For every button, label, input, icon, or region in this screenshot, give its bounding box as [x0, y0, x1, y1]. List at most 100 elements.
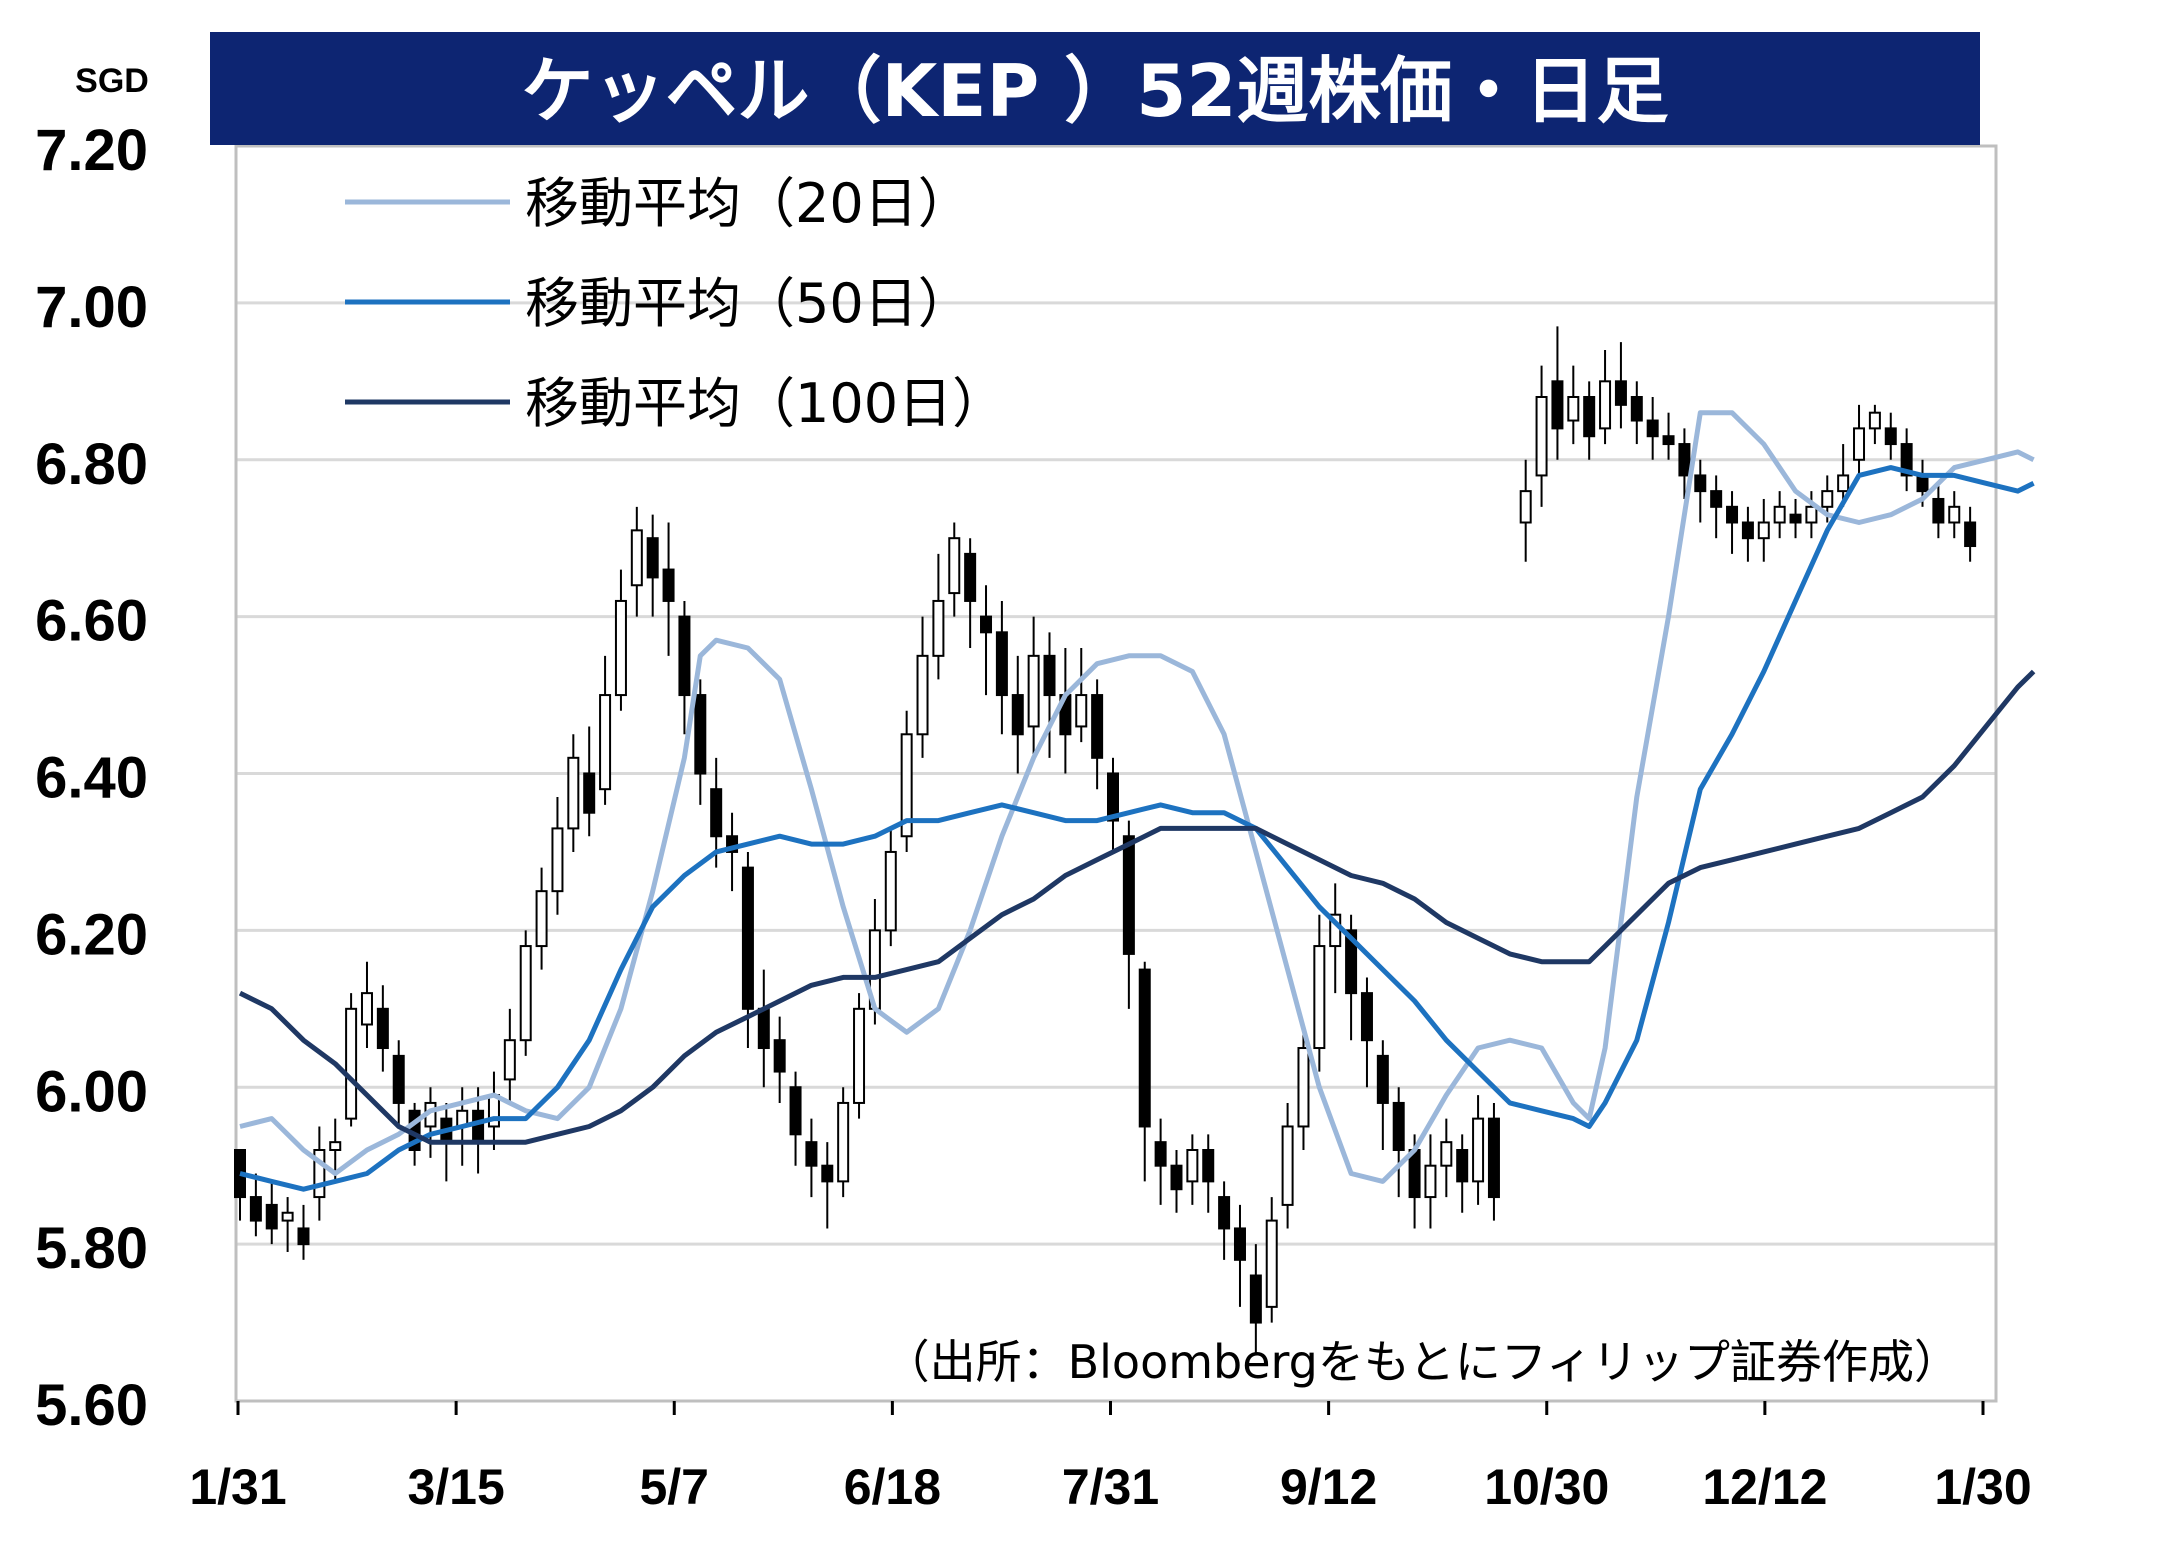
candle-body: [1281, 1125, 1294, 1206]
candle-body: [1091, 694, 1104, 759]
candle-body: [1821, 490, 1834, 508]
candle-body: [1075, 694, 1088, 728]
candle-body: [757, 1007, 770, 1050]
candle-body: [837, 1101, 850, 1183]
candle-body: [1567, 396, 1580, 422]
candle-body: [1757, 521, 1770, 540]
candle-body: [1741, 521, 1754, 540]
candle-body: [1202, 1149, 1215, 1183]
ma-line-ma50: [239, 465, 2035, 1192]
x-tick-label: 6/18: [844, 1459, 941, 1515]
candle-body: [980, 615, 993, 634]
title-banner: [210, 32, 1980, 145]
candle-body: [1662, 435, 1675, 446]
y-tick-labels: 7.20 7.00 6.80 6.60 6.40 6.20 6.00 5.80 5.60: [35, 118, 148, 1438]
candle-body: [1011, 694, 1024, 736]
candle-body: [360, 992, 373, 1026]
candle-body: [614, 599, 627, 697]
candle-body: [313, 1149, 326, 1199]
y-tick-label: 5.60: [35, 1373, 148, 1438]
x-tick-label: 3/15: [407, 1459, 504, 1515]
candle-body: [789, 1086, 802, 1136]
candle-body: [1360, 992, 1373, 1042]
y-tick-label: 7.20: [35, 118, 148, 183]
candle-body: [297, 1227, 310, 1246]
candle-body: [1265, 1219, 1278, 1308]
candle-body: [1122, 835, 1135, 955]
y-tick-label: 6.40: [35, 746, 148, 811]
candle-body: [1551, 380, 1564, 430]
candle-body: [249, 1196, 262, 1222]
candle-body: [1456, 1149, 1469, 1183]
candle-body: [1630, 396, 1643, 422]
candle-body: [694, 694, 707, 775]
candle-body: [741, 866, 754, 1010]
candle-body: [265, 1203, 278, 1230]
candle-body: [726, 835, 739, 853]
candle-body: [1027, 654, 1040, 728]
legend: 移動平均（20日） 移動平均（50日） 移動平均（100日）: [345, 172, 1006, 435]
x-tick-label: 5/7: [639, 1459, 709, 1515]
candle-body: [1884, 427, 1897, 446]
candle-body: [1186, 1149, 1199, 1183]
candle-body: [1107, 772, 1119, 822]
y-tick-label: 6.80: [35, 432, 148, 497]
candle-body: [630, 529, 643, 587]
y-tick-label: 6.60: [35, 589, 148, 654]
candle-body: [1440, 1141, 1453, 1167]
candle-body: [329, 1141, 342, 1151]
candle-body: [1154, 1141, 1167, 1167]
moving-average-lines: [238, 410, 2036, 1192]
candle-body: [1519, 490, 1532, 524]
candle-body: [900, 733, 913, 838]
candle-body: [1789, 513, 1802, 524]
candle-body: [964, 552, 977, 602]
y-axis-unit: SGD: [75, 62, 149, 100]
grid-lines: [236, 301, 1996, 1246]
y-tick-label: 6.00: [35, 1059, 148, 1124]
y-tick-label: 6.20: [35, 902, 148, 967]
candle-body: [1345, 929, 1358, 995]
candle-body: [1694, 474, 1707, 493]
x-tick-label: 9/12: [1280, 1459, 1377, 1515]
legend-label: 移動平均（20日）: [525, 172, 972, 235]
candle-body: [535, 890, 548, 948]
candle-body: [376, 1007, 389, 1050]
candle-body: [646, 537, 659, 579]
candle-body: [583, 772, 596, 814]
candle-body: [1773, 505, 1786, 524]
candle-body: [853, 1007, 866, 1104]
candle-body: [1297, 1047, 1310, 1128]
candle-body: [1233, 1227, 1246, 1261]
candle-body: [1043, 654, 1056, 697]
candle-body: [551, 827, 564, 893]
candle-body: [1535, 396, 1548, 477]
ma-line-ma100: [238, 669, 2036, 1145]
y-tick-label: 7.00: [35, 275, 148, 340]
candle-body: [995, 631, 1008, 697]
candle-body: [472, 1109, 485, 1144]
legend-label: 移動平均（100日）: [525, 372, 1006, 435]
candle-body: [1583, 396, 1596, 438]
plot-frame: [234, 144, 1998, 1403]
x-tick-label: 1/30: [1934, 1459, 2031, 1515]
candle-body: [1472, 1117, 1485, 1183]
candle-body: [1932, 497, 1945, 524]
candle-body: [1710, 490, 1723, 508]
candle-body: [1392, 1101, 1405, 1151]
candle-body: [567, 756, 580, 830]
candle-body: [773, 1039, 786, 1073]
candle-body: [1138, 968, 1151, 1128]
source-note: （出所：Bloombergをもとにフィリップ証券作成）: [884, 1335, 1960, 1389]
candle-body: [1853, 427, 1866, 461]
candle-body: [710, 788, 723, 838]
candle-body: [1646, 419, 1659, 438]
candle-body: [821, 1164, 834, 1183]
x-tick-marks: [236, 1401, 1985, 1415]
candle-body: [1805, 505, 1818, 524]
candle-body: [932, 599, 945, 657]
candle-body: [599, 694, 612, 791]
candle-body: [1614, 380, 1627, 406]
